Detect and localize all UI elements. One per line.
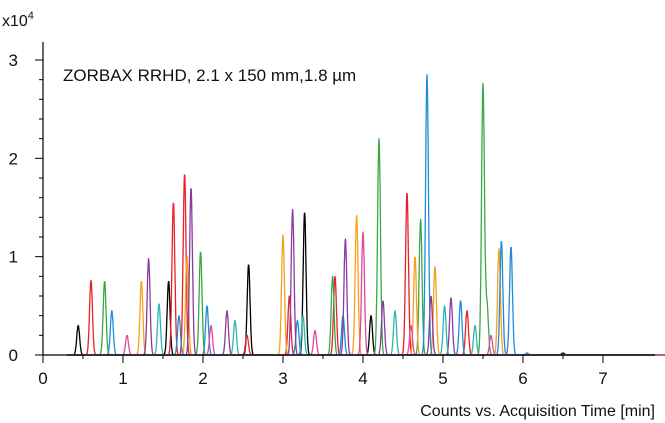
y-multiplier-base: x10 — [2, 13, 28, 30]
chart-annotation: ZORBAX RRHD, 2.1 x 150 mm,1.8 µm — [63, 66, 356, 85]
x-tick-label: 4 — [358, 369, 367, 388]
y-multiplier: x104 — [2, 10, 34, 30]
x-ticks: 0 1 2 3 4 5 6 7 — [38, 355, 608, 388]
y-tick-label: 3 — [9, 51, 18, 70]
y-ticks: 0 1 2 3 — [9, 51, 43, 365]
series-layer — [66, 74, 665, 356]
series-line-4 — [66, 74, 665, 356]
x-tick-label: 3 — [278, 369, 287, 388]
x-axis-label: Counts vs. Acquisition Time [min] — [420, 403, 655, 420]
y-tick-label: 2 — [9, 149, 18, 168]
series-line-2 — [66, 82, 665, 356]
y-tick-label: 0 — [9, 346, 18, 365]
y-multiplier-exponent: 4 — [28, 10, 34, 22]
x-tick-label: 2 — [198, 369, 207, 388]
x-tick-label: 1 — [118, 369, 127, 388]
x-tick-label: 0 — [38, 369, 47, 388]
x-tick-label: 7 — [598, 369, 607, 388]
y-tick-label: 1 — [9, 248, 18, 267]
x-tick-label: 6 — [518, 369, 527, 388]
x-tick-label: 5 — [438, 369, 447, 388]
